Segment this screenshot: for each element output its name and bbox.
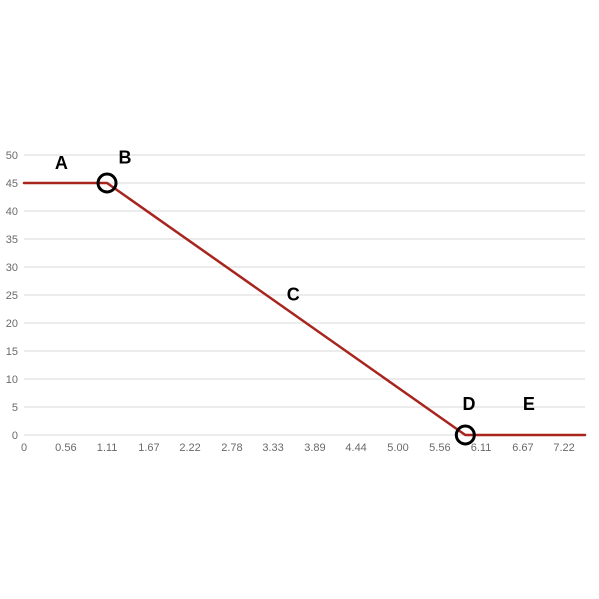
y-tick-label: 35: [6, 234, 18, 246]
x-tick-label: 1.67: [138, 442, 159, 454]
y-tick-label: 0: [12, 430, 18, 442]
x-tick-label: 5.00: [387, 442, 408, 454]
x-tick-label: 2.78: [221, 442, 242, 454]
chart-svg: 0 5 10 15 20 25 30 35 40 45 50 0 0.56 1.11 1.67 2.22 2.7…: [0, 0, 599, 599]
y-tick-label: 10: [6, 374, 18, 386]
y-tick-label: 50: [6, 150, 18, 162]
x-tick-label: 4.44: [345, 442, 366, 454]
y-tick-label: 15: [6, 346, 18, 358]
point-label: D: [463, 394, 476, 414]
x-tick-label: 6.11: [471, 442, 492, 454]
y-tick-label: 5: [12, 402, 18, 414]
y-tick-label: 20: [6, 318, 18, 330]
x-tick-label: 3.89: [304, 442, 325, 454]
point-label: A: [55, 153, 68, 173]
x-tick-label: 2.22: [179, 442, 200, 454]
x-tick-label: 3.33: [262, 442, 283, 454]
x-tick-label: 0: [21, 442, 27, 454]
x-tick-label: 7.22: [553, 442, 574, 454]
x-tick-label: 5.56: [429, 442, 450, 454]
line-chart: 0 5 10 15 20 25 30 35 40 45 50 0 0.56 1.11 1.67 2.22 2.7…: [0, 0, 599, 599]
y-tick-label: 45: [6, 178, 18, 190]
point-label: C: [287, 285, 300, 305]
x-tick-label: 0.56: [55, 442, 76, 454]
y-tick-label: 25: [6, 290, 18, 302]
y-tick-label: 40: [6, 206, 18, 218]
point-label: B: [118, 147, 131, 167]
x-tick-label: 6.67: [512, 442, 533, 454]
y-tick-label: 30: [6, 262, 18, 274]
point-label: E: [523, 394, 535, 414]
x-tick-label: 1.11: [97, 442, 118, 454]
